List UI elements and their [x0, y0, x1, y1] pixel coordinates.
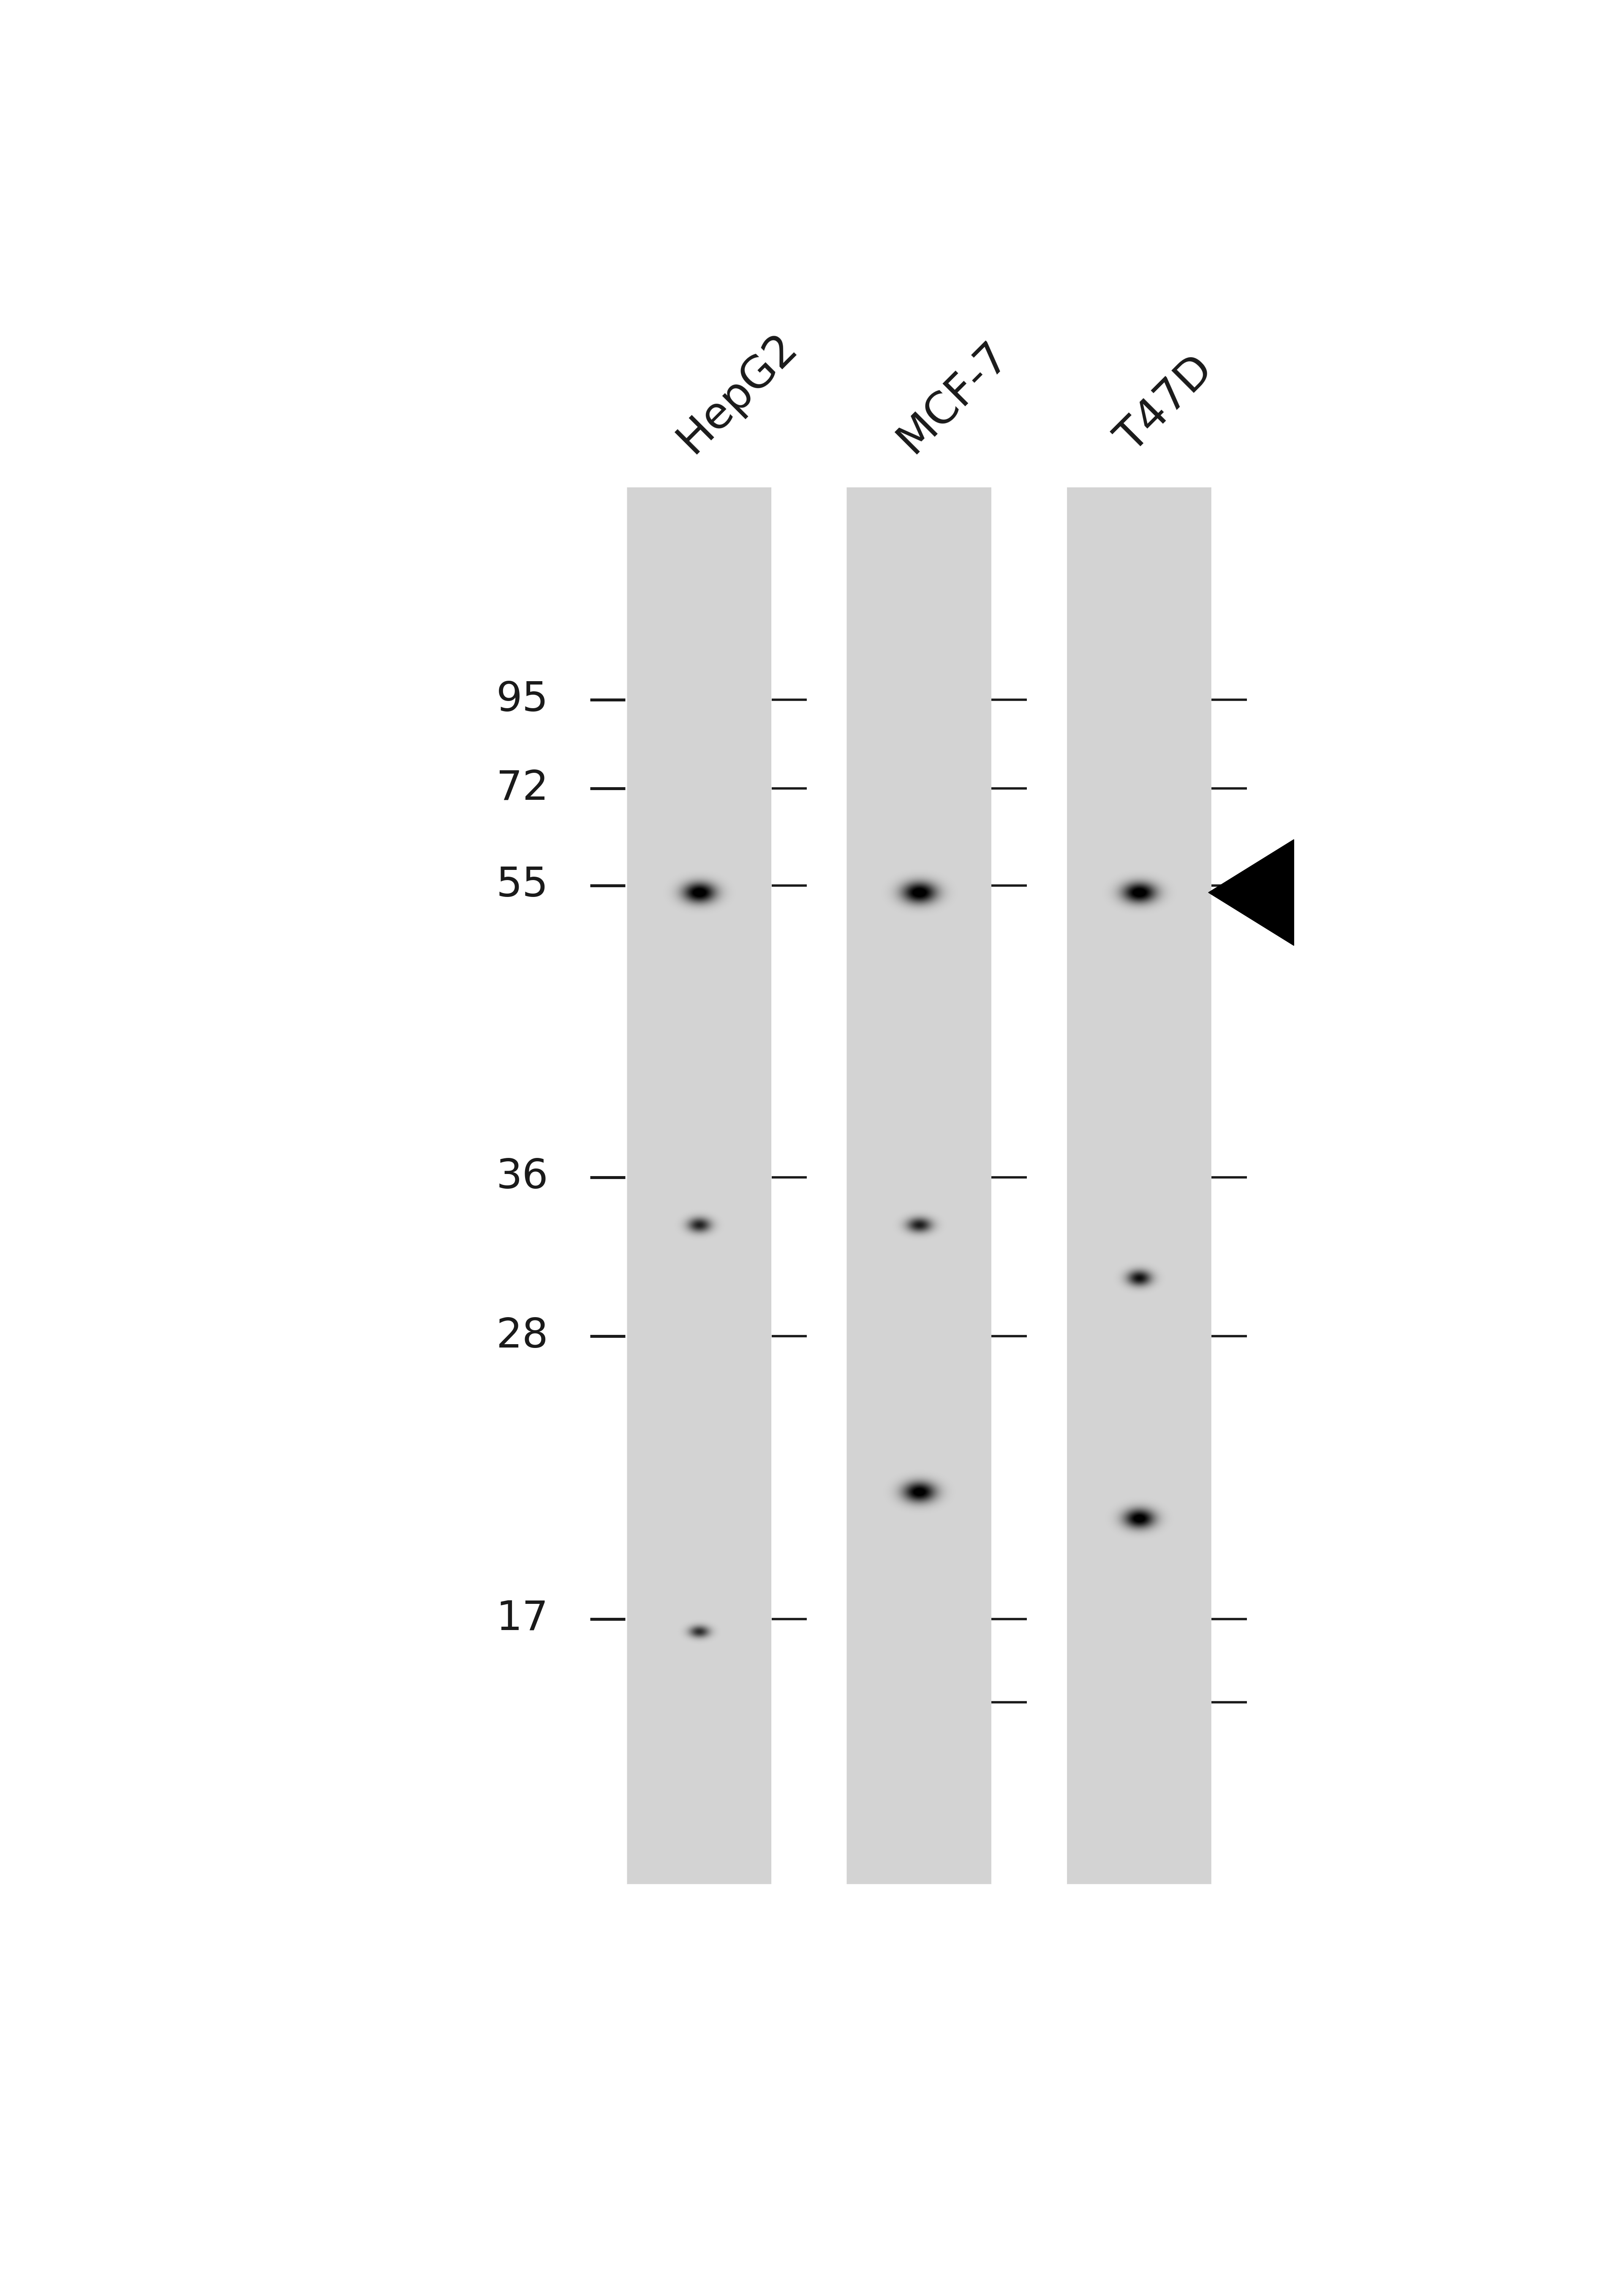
Text: 28: 28 [496, 1316, 548, 1357]
Bar [628, 487, 772, 1885]
Text: 55: 55 [496, 866, 548, 905]
Text: MCF-7: MCF-7 [889, 333, 1017, 461]
Text: 17: 17 [496, 1600, 548, 1639]
Bar [1067, 487, 1212, 1885]
Bar [847, 487, 991, 1885]
Polygon shape [1208, 840, 1294, 946]
Text: 36: 36 [496, 1157, 548, 1196]
Text: 72: 72 [496, 769, 548, 808]
Text: HepG2: HepG2 [670, 324, 806, 461]
Text: T47D: T47D [1109, 349, 1221, 461]
Text: 95: 95 [496, 680, 548, 719]
